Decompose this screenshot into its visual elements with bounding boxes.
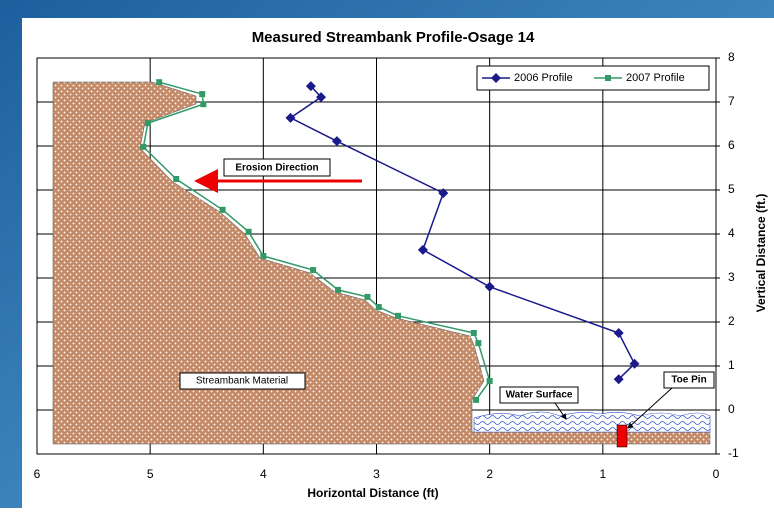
annotation: Water Surface (506, 390, 573, 401)
y-tick-label: 7 (728, 94, 735, 108)
legend-label: 2006 Profile (514, 72, 573, 84)
y-tick-label: 0 (728, 402, 735, 416)
x-tick-label: 5 (147, 467, 154, 481)
x-tick-label: 3 (373, 467, 380, 481)
marker (475, 340, 481, 346)
marker (364, 294, 370, 300)
marker (220, 207, 226, 213)
marker (310, 267, 316, 273)
x-tick-label: 1 (599, 467, 606, 481)
marker (260, 253, 266, 259)
y-axis-label: Vertical Distance (ft.) (754, 194, 768, 313)
marker (246, 229, 252, 235)
y-tick-label: 4 (728, 226, 735, 240)
marker (473, 397, 479, 403)
toe-pin (617, 425, 627, 447)
x-tick-label: 2 (486, 467, 493, 481)
marker (200, 101, 206, 107)
marker (605, 75, 611, 81)
y-tick-label: 2 (728, 314, 735, 328)
x-tick-label: 6 (34, 467, 41, 481)
y-tick-label: -1 (728, 446, 739, 460)
annotation: Erosion Direction (235, 163, 318, 174)
marker (471, 330, 477, 336)
y-tick-label: 8 (728, 50, 735, 64)
marker (140, 144, 146, 150)
x-tick-label: 4 (260, 467, 267, 481)
slide: 6 5 4 3 2 1 0 -1 0 1 2 3 4 5 6 7 8 Measured Streambank P… (0, 0, 774, 508)
y-tick-label: 6 (728, 138, 735, 152)
x-axis-label: Horizontal Distance (ft) (307, 486, 438, 500)
legend-label: 2007 Profile (626, 72, 685, 84)
marker (173, 176, 179, 182)
y-tick-label: 3 (728, 270, 735, 284)
y-tick-label: 5 (728, 182, 735, 196)
annotation: Streambank Material (196, 376, 288, 387)
annotation: Toe Pin (671, 375, 706, 386)
water-surface (474, 412, 710, 432)
x-tick-label: 0 (713, 467, 720, 481)
marker (376, 304, 382, 310)
marker (199, 91, 205, 97)
marker (145, 120, 151, 126)
marker (335, 287, 341, 293)
marker (156, 79, 162, 85)
marker (487, 378, 493, 384)
y-tick-label: 1 (728, 358, 735, 372)
marker (395, 313, 401, 319)
chart-title: Measured Streambank Profile-Osage 14 (252, 29, 535, 46)
